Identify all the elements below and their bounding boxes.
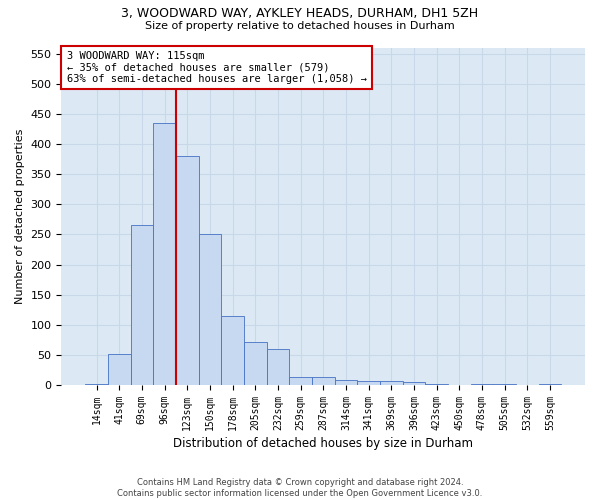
Bar — [266, 349, 289, 385]
Bar — [425, 384, 448, 385]
Bar — [221, 316, 244, 385]
Bar — [289, 376, 312, 385]
Bar — [470, 384, 493, 385]
Bar — [153, 123, 176, 385]
Bar — [85, 384, 108, 385]
Text: Contains HM Land Registry data © Crown copyright and database right 2024.
Contai: Contains HM Land Registry data © Crown c… — [118, 478, 482, 498]
Bar — [244, 342, 266, 385]
Text: Size of property relative to detached houses in Durham: Size of property relative to detached ho… — [145, 21, 455, 31]
Bar — [539, 384, 561, 385]
Bar — [380, 382, 403, 385]
Bar — [108, 354, 131, 385]
Bar — [312, 376, 335, 385]
X-axis label: Distribution of detached houses by size in Durham: Distribution of detached houses by size … — [173, 437, 473, 450]
Bar — [403, 382, 425, 385]
Text: 3, WOODWARD WAY, AYKLEY HEADS, DURHAM, DH1 5ZH: 3, WOODWARD WAY, AYKLEY HEADS, DURHAM, D… — [121, 8, 479, 20]
Bar — [335, 380, 357, 385]
Bar — [357, 381, 380, 385]
Text: 3 WOODWARD WAY: 115sqm
← 35% of detached houses are smaller (579)
63% of semi-de: 3 WOODWARD WAY: 115sqm ← 35% of detached… — [67, 51, 367, 84]
Bar — [199, 234, 221, 385]
Y-axis label: Number of detached properties: Number of detached properties — [15, 128, 25, 304]
Bar — [176, 156, 199, 385]
Bar — [493, 384, 516, 385]
Bar — [131, 226, 153, 385]
